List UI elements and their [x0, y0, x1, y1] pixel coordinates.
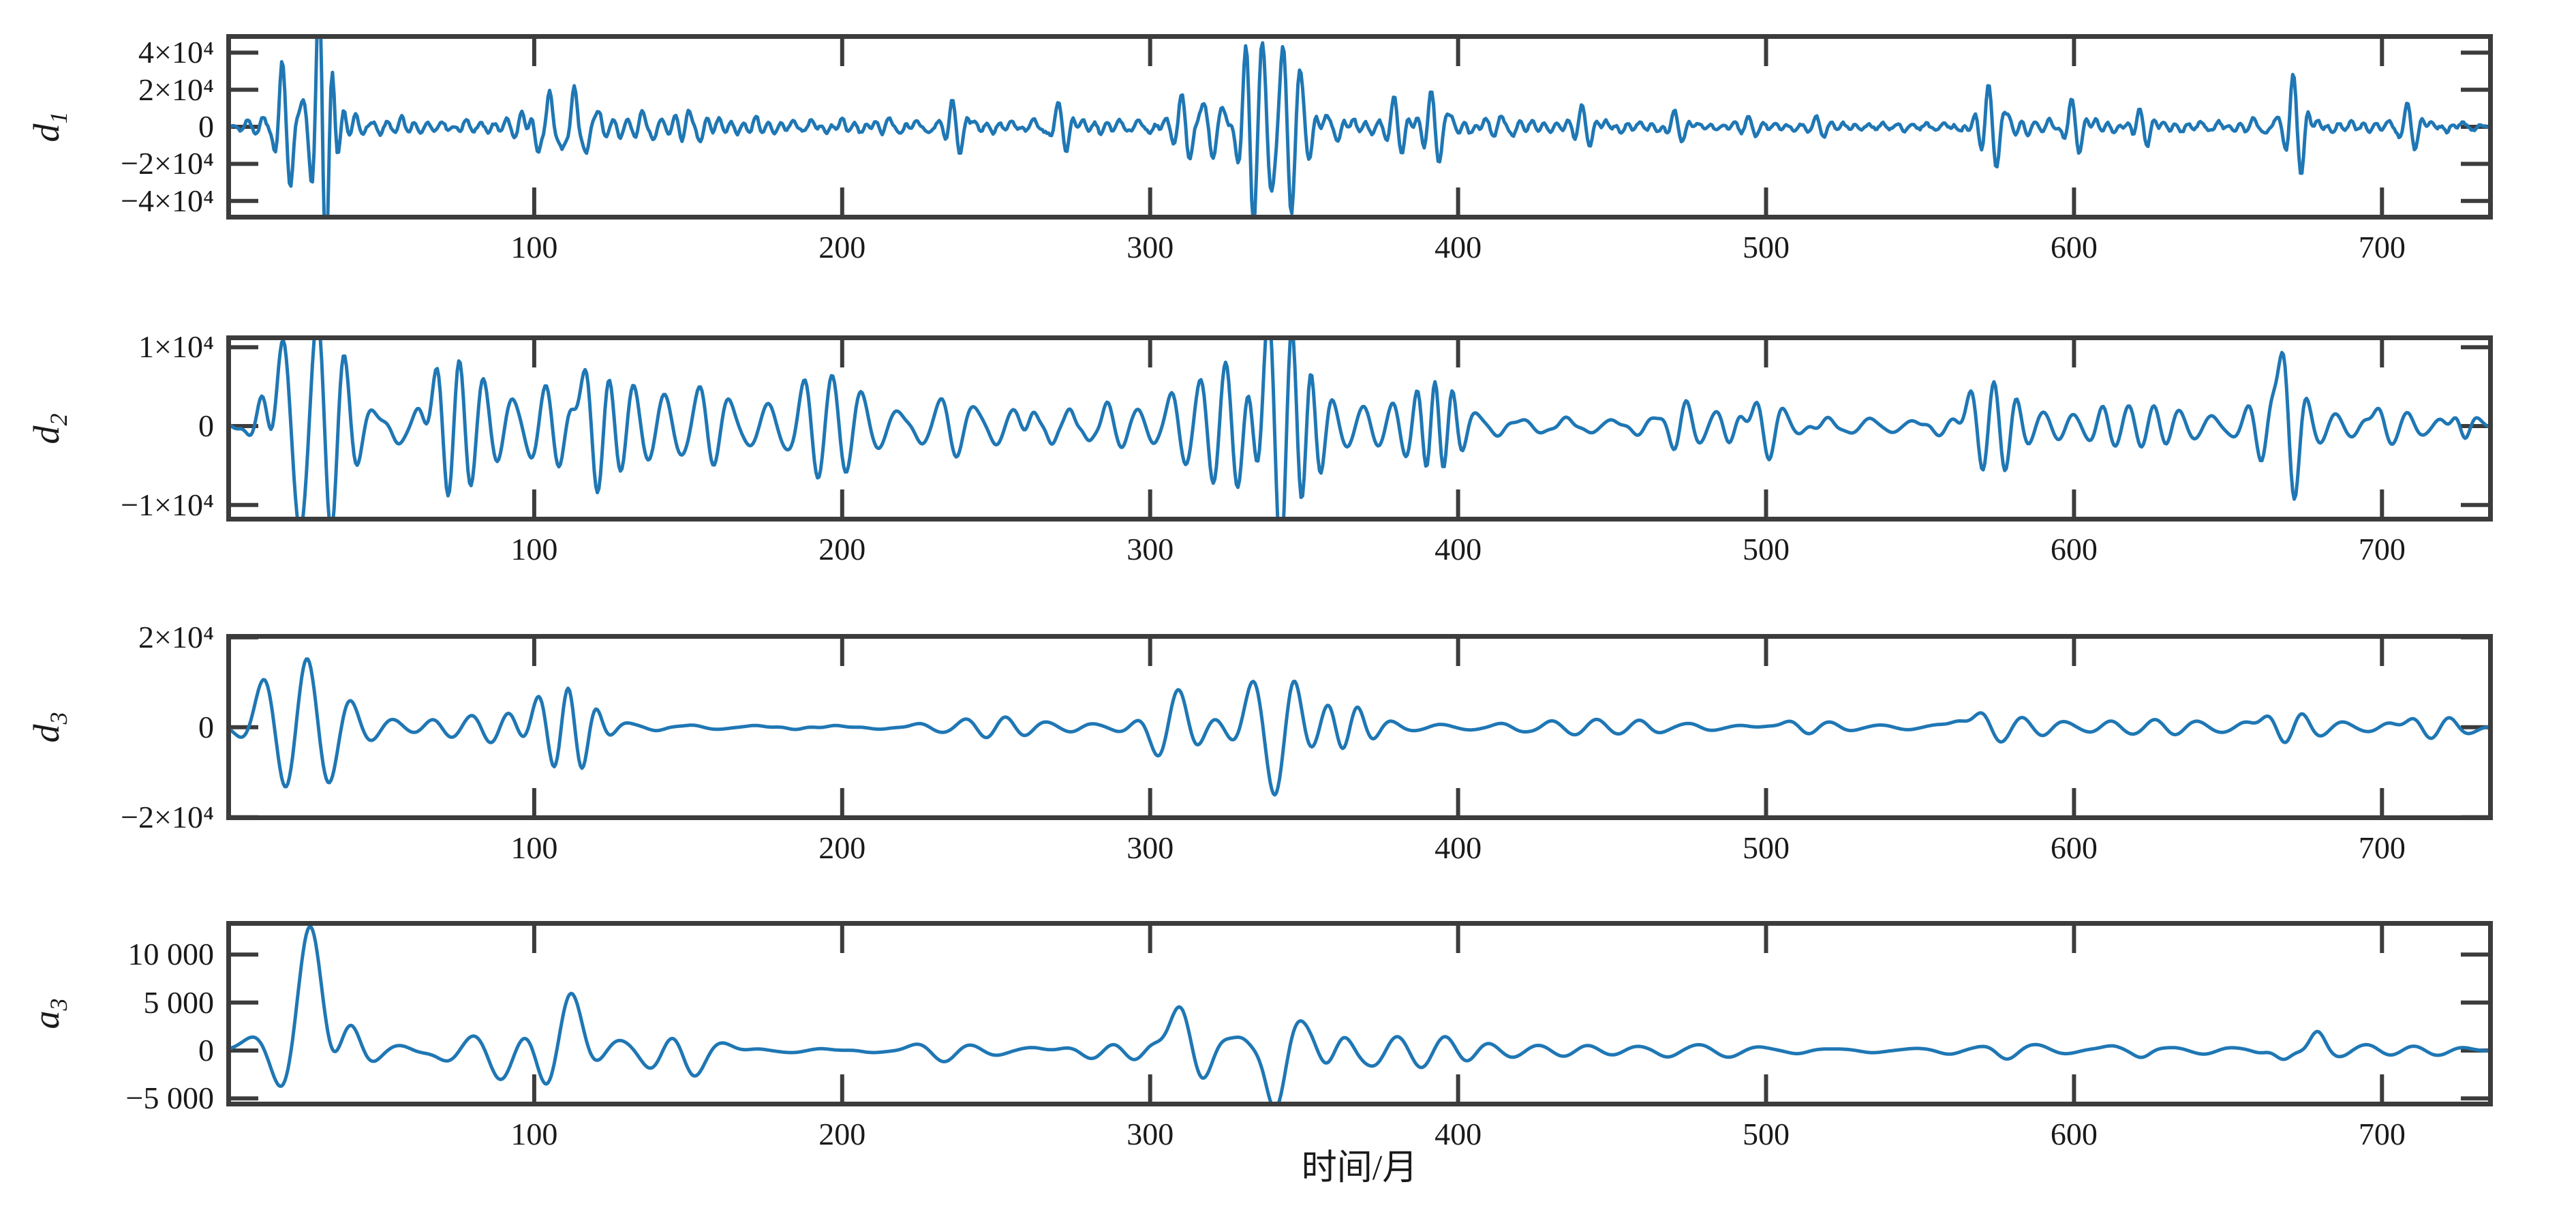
- x-tick-label-a3: 600: [2050, 1117, 2098, 1151]
- y-tick-label-d1: 2×10⁴: [138, 72, 214, 107]
- x-tick-label-a3: 400: [1435, 1117, 1482, 1151]
- waveform-d3: [229, 657, 2490, 797]
- x-tick-label-d3: 500: [1743, 830, 1790, 865]
- x-tick-label-d3: 200: [818, 830, 866, 865]
- x-tick-label-d1: 500: [1743, 230, 1790, 265]
- x-tick-label-d3: 700: [2358, 830, 2406, 865]
- y-tick-label-d3: 0: [198, 709, 214, 744]
- x-tick-label-d1: 600: [2050, 230, 2098, 265]
- y-tick-label-d1: −2×10⁴: [121, 146, 214, 181]
- x-tick-label-d2: 700: [2358, 532, 2406, 567]
- x-tick-label-d3: 600: [2050, 830, 2098, 865]
- x-tick-label-d1: 700: [2358, 230, 2406, 265]
- y-tick-label-a3: −5 000: [125, 1081, 214, 1116]
- x-tick-label-d1: 100: [510, 230, 558, 265]
- x-tick-label-d2: 400: [1435, 532, 1482, 567]
- x-tick-label-d2: 100: [510, 532, 558, 567]
- y-tick-label-d1: 4×10⁴: [138, 35, 214, 70]
- x-tick-label-d3: 400: [1435, 830, 1482, 865]
- subplot-d1: [226, 34, 2493, 220]
- x-tick-label-a3: 300: [1126, 1117, 1174, 1151]
- plot-frame-a3: [226, 921, 2493, 1106]
- waveform-a3: [229, 924, 2490, 1104]
- subplot-d2: [226, 335, 2493, 522]
- x-tick-label-d1: 400: [1435, 230, 1482, 265]
- y-tick-label-d1: −4×10⁴: [121, 183, 214, 218]
- x-tick-label-d1: 200: [818, 230, 866, 265]
- x-tick-label-d2: 600: [2050, 532, 2098, 567]
- x-tick-label-a3: 200: [818, 1117, 866, 1151]
- axis-ticks-d2: [231, 340, 2488, 517]
- plot-frame-d2: [226, 335, 2493, 522]
- x-tick-label-d3: 300: [1126, 830, 1174, 865]
- subplot-d3: [226, 634, 2493, 820]
- axis-ticks-a3: [231, 926, 2488, 1102]
- waveform-d1: [229, 37, 2490, 217]
- y-tick-label-a3: 0: [198, 1032, 214, 1068]
- y-tick-label-d1: 0: [198, 109, 214, 144]
- y-tick-label-d3: −2×10⁴: [121, 799, 214, 834]
- plot-frame-d3: [226, 634, 2493, 820]
- waveform-d2: [229, 338, 2490, 519]
- x-tick-label-d1: 300: [1126, 230, 1174, 265]
- x-tick-label-d2: 300: [1126, 532, 1174, 567]
- y-tick-label-d2: 1×10⁴: [138, 329, 214, 365]
- y-tick-label-a3: 10 000: [127, 937, 215, 972]
- x-axis-title: 时间/月: [1301, 1149, 1418, 1188]
- x-tick-label-d2: 500: [1743, 532, 1790, 567]
- y-tick-label-d3: 2×10⁴: [138, 619, 214, 654]
- x-tick-label-a3: 100: [510, 1117, 558, 1151]
- x-tick-label-a3: 700: [2358, 1117, 2406, 1151]
- plot-frame-d1: [226, 34, 2493, 220]
- x-tick-label-d3: 100: [510, 830, 558, 865]
- y-tick-label-d2: −1×10⁴: [121, 487, 214, 522]
- x-tick-label-d2: 200: [818, 532, 866, 567]
- y-tick-label-d2: 0: [198, 408, 214, 444]
- subplot-a3: [226, 921, 2493, 1106]
- y-tick-label-a3: 5 000: [143, 984, 215, 1020]
- x-tick-label-a3: 500: [1743, 1117, 1790, 1151]
- axis-ticks-d3: [231, 635, 2488, 819]
